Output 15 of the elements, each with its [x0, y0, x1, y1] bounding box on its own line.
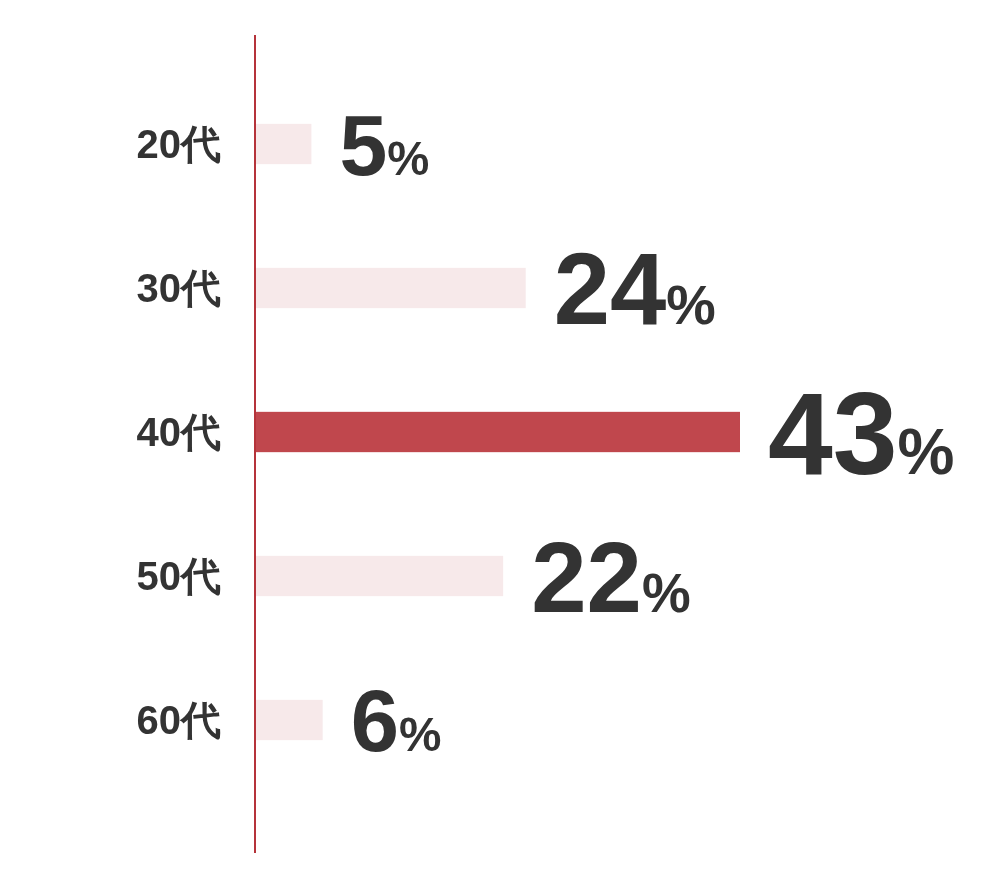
bar: [255, 699, 323, 741]
data-label: 43%: [768, 368, 955, 499]
bar: [255, 267, 526, 309]
data-label: 6%: [350, 672, 442, 770]
data-label: 5%: [339, 96, 430, 193]
y-tick-label: 30代: [136, 266, 221, 310]
y-tick-label: 40代: [136, 410, 221, 454]
bar: [255, 411, 740, 453]
data-label: 22%: [531, 521, 691, 633]
y-tick-label: 60代: [136, 698, 221, 742]
bar: [255, 123, 312, 165]
bar: [255, 555, 504, 597]
y-tick-label: 50代: [136, 554, 221, 598]
y-tick-label: 20代: [136, 122, 221, 166]
data-label: 24%: [553, 232, 716, 346]
